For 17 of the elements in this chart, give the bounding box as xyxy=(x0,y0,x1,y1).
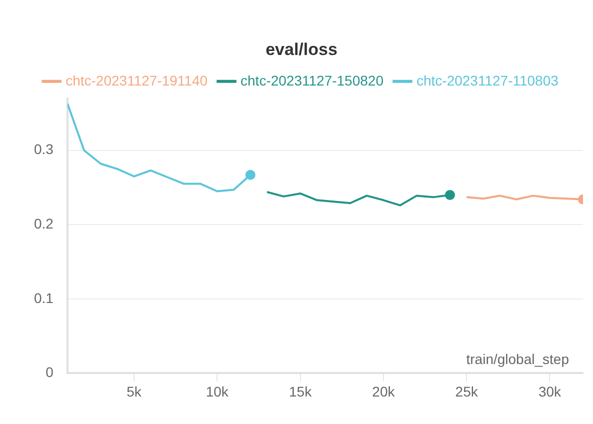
y-tick-label: 0 xyxy=(46,364,54,380)
y-tick-label: 0.2 xyxy=(34,216,54,232)
x-tick-label: 5k xyxy=(126,383,142,400)
point xyxy=(245,170,256,180)
legend-label: chtc-20231127-110803 xyxy=(416,72,559,88)
legend-label: chtc-20231127-150820 xyxy=(240,72,384,88)
y-tick-label: 0.1 xyxy=(34,290,54,306)
y-tick-label: 0.3 xyxy=(34,141,54,158)
x-tick-label: 10k xyxy=(206,383,230,400)
legend-label: chtc-20231127-191140 xyxy=(66,72,208,88)
x-tick-label: 15k xyxy=(288,383,313,400)
chart-title: eval/loss xyxy=(266,40,338,59)
point xyxy=(444,190,455,200)
x-axis-title: train/global_step xyxy=(466,351,570,368)
x-tick-label: 25k xyxy=(455,383,479,400)
x-tick-label: 20k xyxy=(372,383,396,400)
x-tick-label: 30k xyxy=(538,383,562,400)
